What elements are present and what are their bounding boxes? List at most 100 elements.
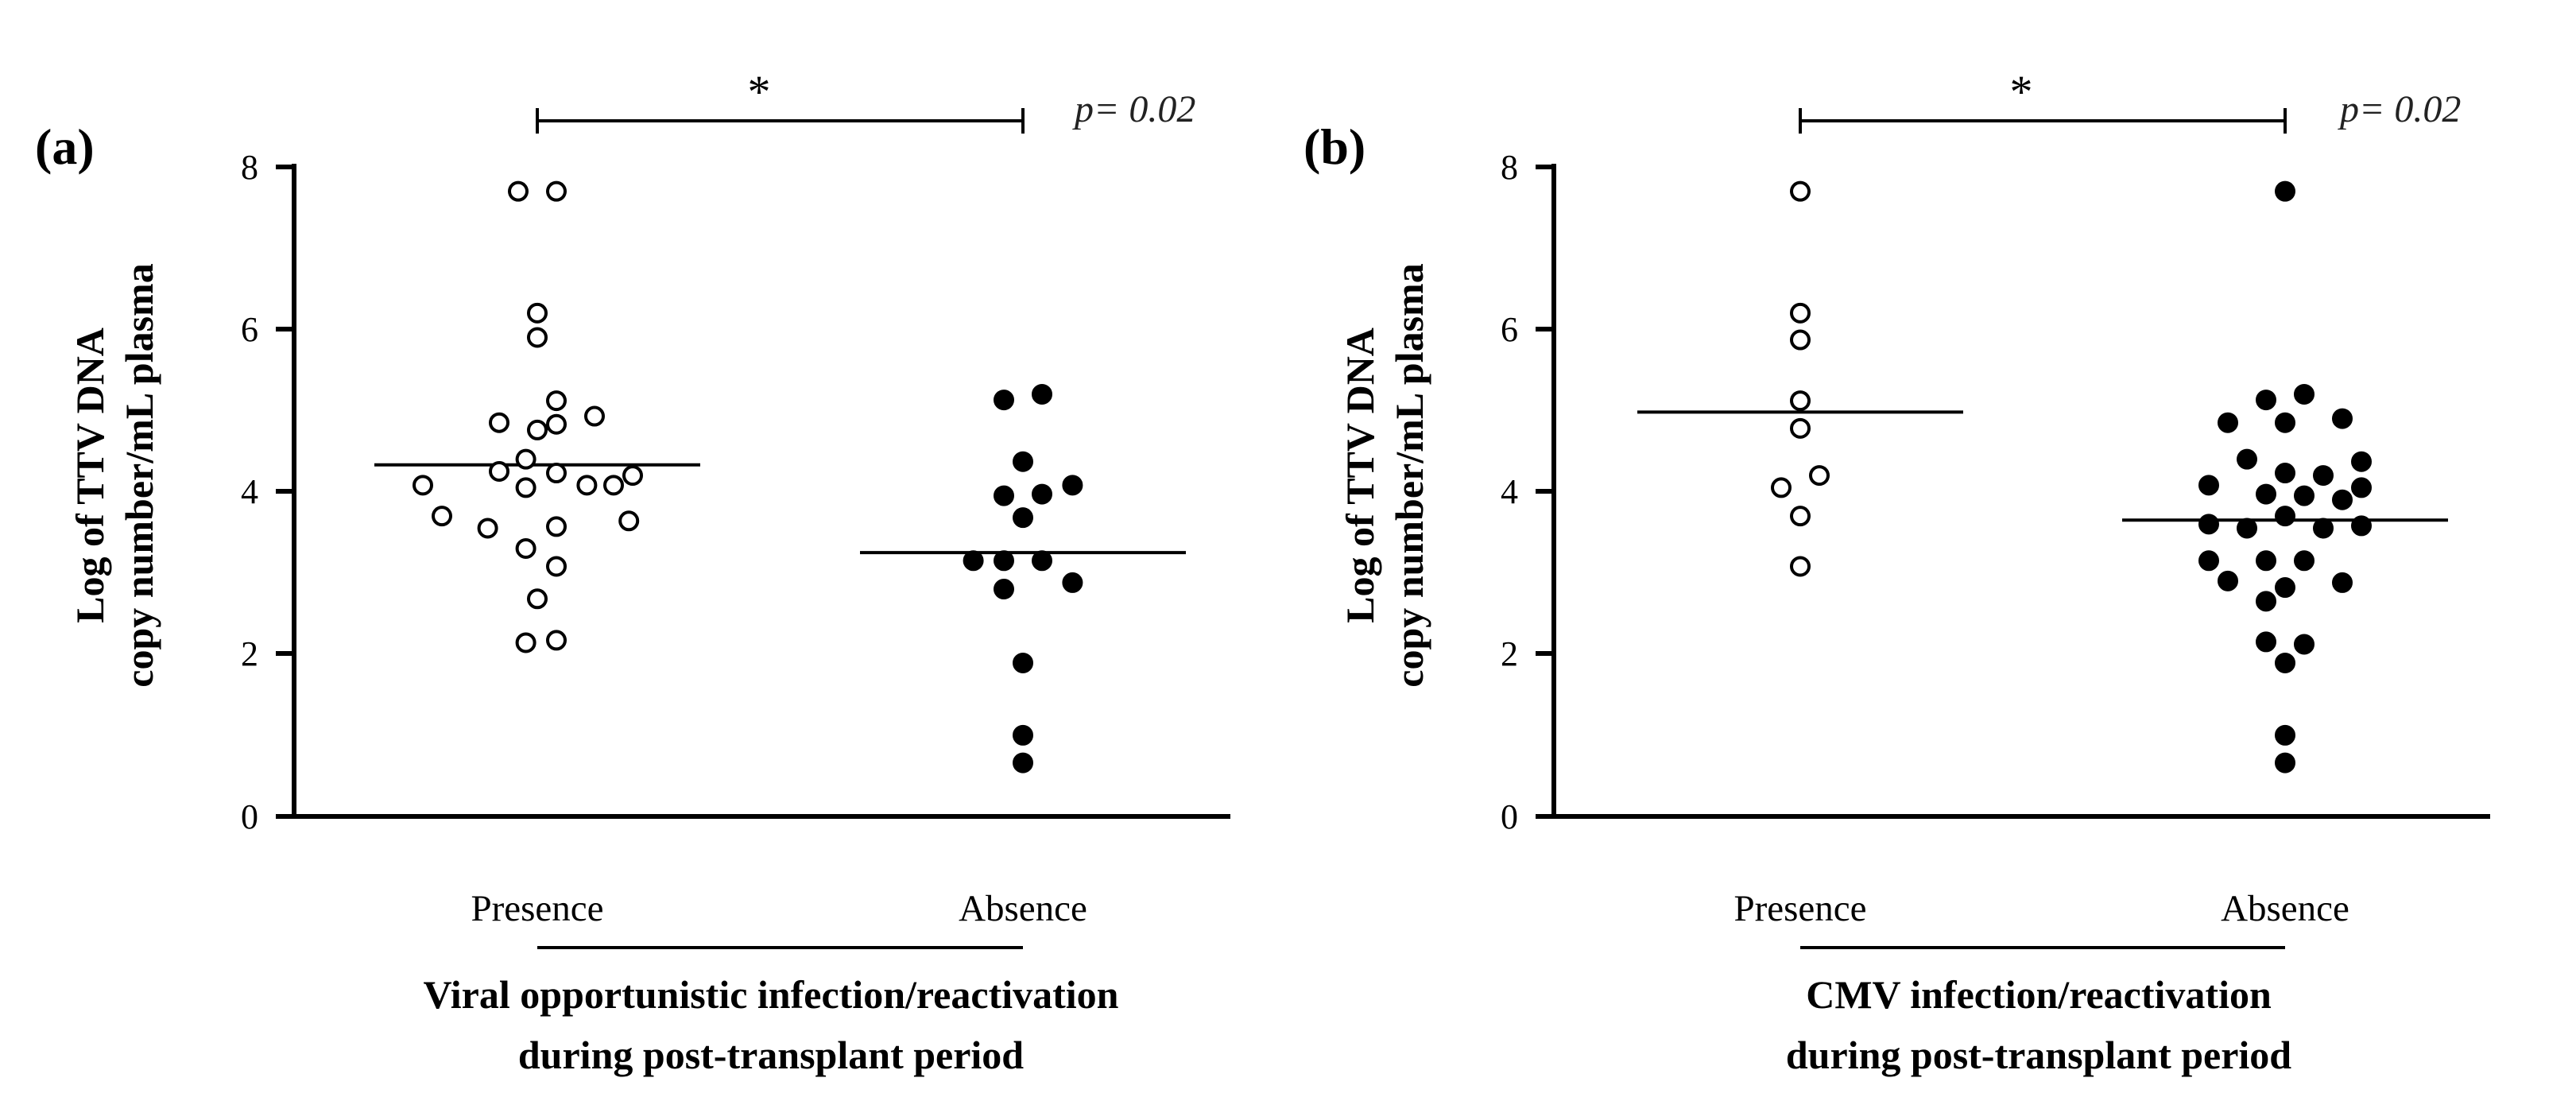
data-point-presence <box>1771 477 1792 498</box>
data-point-presence <box>413 475 433 496</box>
data-point-absence <box>994 550 1014 572</box>
data-point-absence <box>2351 477 2372 498</box>
data-point-presence <box>515 448 537 470</box>
category-label-absence: Absence <box>959 888 1087 929</box>
data-point-presence <box>508 180 529 202</box>
data-point-absence <box>2351 451 2372 472</box>
data-point-absence <box>2275 506 2295 527</box>
p-value-label: p= 0.02 <box>2338 88 2461 130</box>
y-tick-label: 2 <box>1501 634 1518 673</box>
y-tick-label: 0 <box>1501 797 1518 836</box>
panel-b: (b) Log of TTV DNA copy number/mL plasma… <box>1303 66 2490 1077</box>
data-point-absence <box>2256 550 2276 572</box>
panel-a: (a) Log of TTV DNA copy number/mL plasma… <box>35 66 1230 1077</box>
data-point-absence <box>1013 752 1033 774</box>
data-point-presence <box>527 419 548 440</box>
data-point-presence <box>515 632 537 653</box>
data-point-presence <box>527 302 548 324</box>
data-point-absence <box>1062 475 1083 496</box>
y-tick-label: 6 <box>241 310 258 349</box>
data-point-absence <box>2275 724 2295 746</box>
category-label-presence: Presence <box>471 888 603 929</box>
y-axis-title-line-1: Log of TTV DNA <box>1338 328 1382 623</box>
data-point-presence <box>603 475 624 496</box>
data-point-presence <box>1809 465 1830 487</box>
data-point-absence <box>963 550 984 572</box>
data-point-presence <box>546 413 567 435</box>
data-point-absence <box>2294 383 2315 405</box>
x-axis-title-line-2: during post-transplant period <box>1786 1033 2291 1077</box>
data-point-absence <box>2198 550 2219 572</box>
data-point-absence <box>2351 515 2372 537</box>
data-point-presence <box>1790 556 1811 577</box>
y-tick-label: 2 <box>241 634 258 673</box>
data-point-presence <box>515 537 537 559</box>
data-point-absence <box>2218 570 2238 591</box>
data-point-absence <box>1032 550 1052 572</box>
y-tick-label: 4 <box>1501 472 1518 511</box>
data-point-absence <box>1032 483 1052 505</box>
data-point-absence <box>1013 724 1033 746</box>
data-point-absence <box>2313 465 2334 487</box>
y-axis-title-line-2: copy number/mL plasma <box>117 263 161 687</box>
data-point-absence <box>2256 390 2276 411</box>
data-point-presence <box>432 506 452 527</box>
data-point-absence <box>1032 383 1052 405</box>
data-point-presence <box>489 460 509 482</box>
y-tick-label: 8 <box>241 148 258 187</box>
data-point-absence <box>1013 507 1033 529</box>
y-tick-label: 6 <box>1501 310 1518 349</box>
y-tick-label: 4 <box>241 472 258 511</box>
data-point-absence <box>1013 652 1033 673</box>
data-point-absence <box>1062 572 1083 593</box>
data-point-presence <box>546 556 567 577</box>
data-point-presence <box>1790 506 1811 527</box>
data-point-absence <box>994 485 1014 506</box>
significance-star: * <box>2010 66 2033 118</box>
y-tick-label: 8 <box>1501 148 1518 187</box>
data-point-absence <box>2313 518 2334 539</box>
data-point-absence <box>2275 463 2295 484</box>
plot-marks <box>374 180 1186 774</box>
y-axis-title-line-2: copy number/mL plasma <box>1387 263 1431 687</box>
data-point-presence <box>546 516 567 537</box>
data-point-absence <box>2332 408 2353 429</box>
data-point-absence <box>2275 577 2295 599</box>
data-point-presence <box>527 327 548 348</box>
panel-label: (a) <box>35 118 95 175</box>
category-label-presence: Presence <box>1733 888 1866 929</box>
data-point-absence <box>2332 572 2353 593</box>
data-point-absence <box>2198 514 2219 535</box>
data-point-absence <box>2275 412 2295 433</box>
data-point-absence <box>994 390 1014 411</box>
data-point-absence <box>2275 180 2295 202</box>
data-point-presence <box>546 180 567 202</box>
panel-label: (b) <box>1303 118 1365 175</box>
data-point-presence <box>546 463 567 484</box>
data-point-absence <box>2294 485 2315 506</box>
data-point-absence <box>2275 652 2295 673</box>
data-point-absence <box>2256 591 2276 612</box>
p-value-label: p= 0.02 <box>1072 88 1195 130</box>
data-point-absence <box>2218 412 2238 433</box>
data-point-absence <box>2275 752 2295 774</box>
data-point-presence <box>1790 180 1811 202</box>
data-point-presence <box>618 510 640 532</box>
data-point-presence <box>1790 417 1811 439</box>
significance-star: * <box>748 66 771 118</box>
data-point-presence <box>489 412 509 433</box>
y-tick-label: 0 <box>241 797 258 836</box>
x-axis-title-line-1: Viral opportunistic infection/reactivati… <box>424 972 1119 1017</box>
data-point-presence <box>622 465 643 487</box>
data-point-absence <box>2294 634 2315 655</box>
data-point-presence <box>1790 329 1811 351</box>
category-label-absence: Absence <box>2221 888 2349 929</box>
data-point-presence <box>515 477 537 498</box>
x-axis-title-line-2: during post-transplant period <box>518 1033 1024 1077</box>
data-point-absence <box>2237 448 2257 470</box>
plot-marks <box>1637 180 2448 774</box>
data-point-absence <box>2256 631 2276 653</box>
data-point-presence <box>477 518 498 539</box>
data-point-presence <box>546 630 567 651</box>
